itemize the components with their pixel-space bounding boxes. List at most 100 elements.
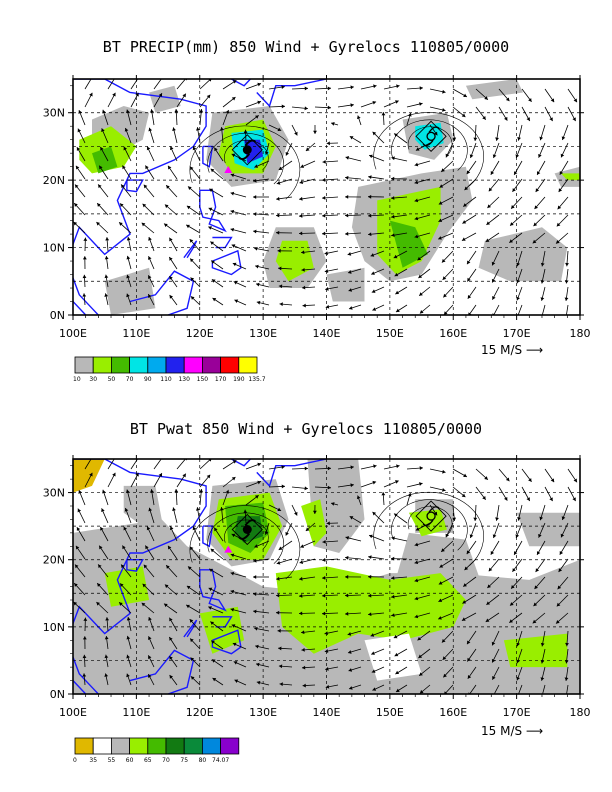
tropical-cyclone-icon (238, 139, 256, 161)
wind-vector (142, 203, 155, 216)
wind-vector (337, 483, 354, 488)
wind-vector (532, 232, 546, 244)
wind-vector (367, 574, 385, 579)
wind-vector (253, 609, 270, 614)
wind-vector (254, 246, 270, 252)
wind-vector (100, 526, 109, 542)
wind-vector (371, 666, 385, 673)
colorbar-swatch (201, 737, 221, 755)
wind-vector (559, 160, 569, 175)
coast-sumatra (73, 300, 87, 315)
wind-vector (199, 474, 211, 488)
wind-vector (326, 521, 339, 526)
wind-vector (118, 602, 132, 614)
wind-vector (73, 582, 86, 596)
lon-tick-label: 180 (570, 706, 591, 719)
wind-vector (190, 277, 201, 288)
wind-vector (275, 213, 293, 218)
wind-vector (322, 159, 339, 164)
coast-luzon (199, 569, 227, 612)
wind-vector (148, 636, 155, 650)
lat-tick-label: 30N (43, 487, 65, 500)
wind-vector (390, 556, 408, 561)
colorbar-swatch (220, 737, 240, 755)
wind-vector (540, 250, 546, 267)
wind-vector (536, 160, 546, 176)
wind-vector (349, 515, 362, 524)
wind-vector (383, 84, 400, 90)
wind-vector (189, 638, 201, 650)
wind-vector (312, 504, 317, 515)
wind-vector (302, 303, 316, 308)
wind-vector (222, 476, 236, 488)
wind-vector (147, 293, 155, 306)
wind-vector (383, 100, 399, 108)
wind-vector (291, 466, 309, 471)
wind-vector (490, 160, 500, 176)
wind-vector (356, 495, 362, 506)
wind-vector (441, 630, 454, 643)
wind-vector (534, 576, 546, 590)
wind-vector (230, 571, 247, 578)
wind-vector (418, 286, 431, 297)
wind-vector (245, 114, 259, 126)
wind-vector (102, 489, 109, 506)
wind-vector (185, 224, 201, 234)
wind-vector (145, 165, 155, 180)
wind-vector (440, 160, 454, 173)
wind-vector (406, 466, 424, 471)
wind-vector (491, 250, 500, 266)
coast-japan (256, 459, 327, 488)
wind-vector (415, 142, 431, 151)
lat-tick-label: 10N (43, 242, 65, 255)
wind-vector (360, 84, 377, 90)
colorbar-label: 75 (180, 757, 188, 764)
wind-vector (538, 142, 546, 158)
wind-vector (192, 146, 201, 162)
wind-vector (473, 124, 478, 142)
wind-vector (298, 611, 316, 616)
wind-vector (107, 472, 116, 488)
wind-vector (123, 526, 132, 542)
wind-vector (344, 231, 362, 236)
wind-vector (222, 96, 236, 108)
wind-vector (393, 250, 408, 259)
wind-vector (540, 666, 546, 681)
wind-vector (486, 594, 500, 606)
wind-vector (438, 576, 454, 585)
wind-vector (104, 255, 109, 270)
wind-vector (560, 142, 569, 158)
wind-vector (165, 564, 178, 578)
wind-vector (209, 188, 224, 198)
wind-vector (278, 540, 293, 551)
wind-vector (82, 274, 87, 288)
wind-vector (495, 504, 500, 521)
wind-vector (120, 564, 132, 578)
colorbar-label: 65 (144, 757, 152, 764)
wind-vector (491, 268, 500, 283)
wind-vector (535, 178, 546, 193)
wind-vector (492, 142, 500, 159)
wind-vector (102, 109, 109, 126)
lon-tick-label: 180 (570, 327, 591, 340)
wind-vector (126, 274, 132, 288)
wind-vector (230, 589, 247, 596)
wind-vector (555, 612, 569, 624)
coast-hainan (126, 559, 144, 572)
lat-tick-label: 20N (43, 174, 65, 187)
wind-vector (314, 466, 332, 471)
wind-vector (73, 202, 86, 216)
colorbar-label: 35 (89, 757, 97, 764)
wind-vector (325, 286, 339, 291)
wind-vector (473, 504, 478, 522)
wind-vector (390, 576, 408, 580)
wind-vector (126, 293, 132, 306)
wind-vector (492, 666, 500, 680)
wind-vector (141, 222, 155, 234)
colorbar-swatch (147, 737, 167, 755)
coast-borneo (129, 649, 195, 694)
gyre-location-marker (231, 134, 263, 166)
wind-vector (515, 522, 523, 539)
wind-vector (438, 214, 454, 223)
wind-vector (393, 513, 408, 524)
